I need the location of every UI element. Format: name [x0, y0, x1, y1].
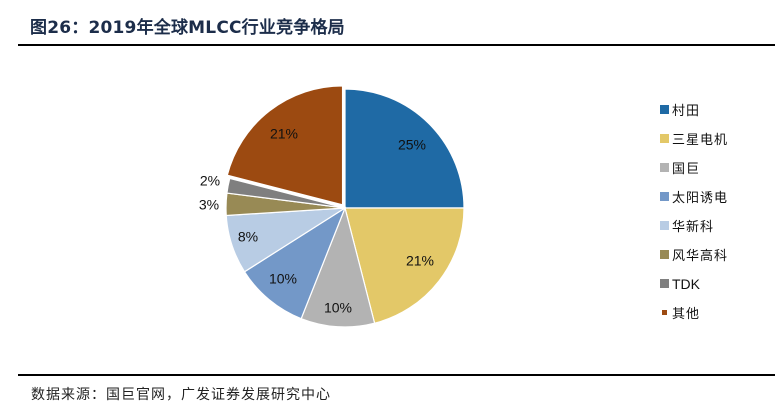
source-divider — [18, 374, 775, 376]
legend-label: 其他 — [672, 307, 701, 322]
slice-value-label: 21% — [406, 253, 434, 269]
legend-item-walsin: 华新科 — [660, 211, 728, 240]
pie-slice — [344, 207, 465, 324]
legend-item-taiyo-yuden: 太阳诱电 — [660, 182, 728, 211]
slice-value-label: 2% — [200, 173, 220, 189]
legend-swatch — [660, 279, 669, 288]
pie-slice — [300, 206, 376, 328]
legend-swatch — [660, 192, 669, 201]
data-source-note: 数据来源：国巨官网，广发证券发展研究中心 — [31, 387, 331, 403]
slice-value-label: 10% — [269, 271, 297, 287]
legend-swatch — [660, 250, 669, 259]
figure-title: 图26：2019年全球MLCC行业竞争格局 — [30, 18, 345, 38]
legend-swatch — [660, 163, 669, 172]
slice-value-label: 21% — [270, 126, 298, 142]
legend-item-samsung-em: 三星电机 — [660, 124, 728, 153]
chart-legend: 村田 三星电机 国巨 太阳诱电 华新科 风华高科 TDK 其他 — [660, 95, 728, 327]
slice-value-label: 8% — [238, 229, 258, 245]
legend-item-tdk: TDK — [660, 269, 728, 298]
legend-swatch — [660, 221, 669, 230]
slice-value-label: 3% — [199, 197, 219, 213]
legend-label: 三星电机 — [672, 133, 729, 148]
legend-label: 太阳诱电 — [672, 191, 729, 206]
legend-label: TDK — [672, 275, 700, 292]
slice-value-label: 25% — [398, 137, 426, 153]
legend-label: 风华高科 — [672, 249, 729, 264]
legend-item-fenghua: 风华高科 — [660, 240, 728, 269]
legend-label: 村田 — [672, 104, 701, 119]
legend-item-yageo: 国巨 — [660, 153, 728, 182]
title-divider — [18, 44, 775, 46]
pie-slice — [344, 88, 465, 209]
legend-label: 国巨 — [672, 162, 701, 177]
legend-item-others: 其他 — [660, 298, 728, 327]
legend-swatch — [660, 134, 669, 143]
pie-slice — [226, 177, 346, 209]
legend-label: 华新科 — [672, 220, 715, 235]
slice-value-label: 10% — [324, 300, 352, 316]
pie-slice — [243, 206, 347, 320]
legend-swatch — [660, 105, 669, 114]
pie-slice — [226, 85, 344, 206]
legend-swatch — [662, 310, 667, 315]
legend-item-murata: 村田 — [660, 95, 728, 124]
